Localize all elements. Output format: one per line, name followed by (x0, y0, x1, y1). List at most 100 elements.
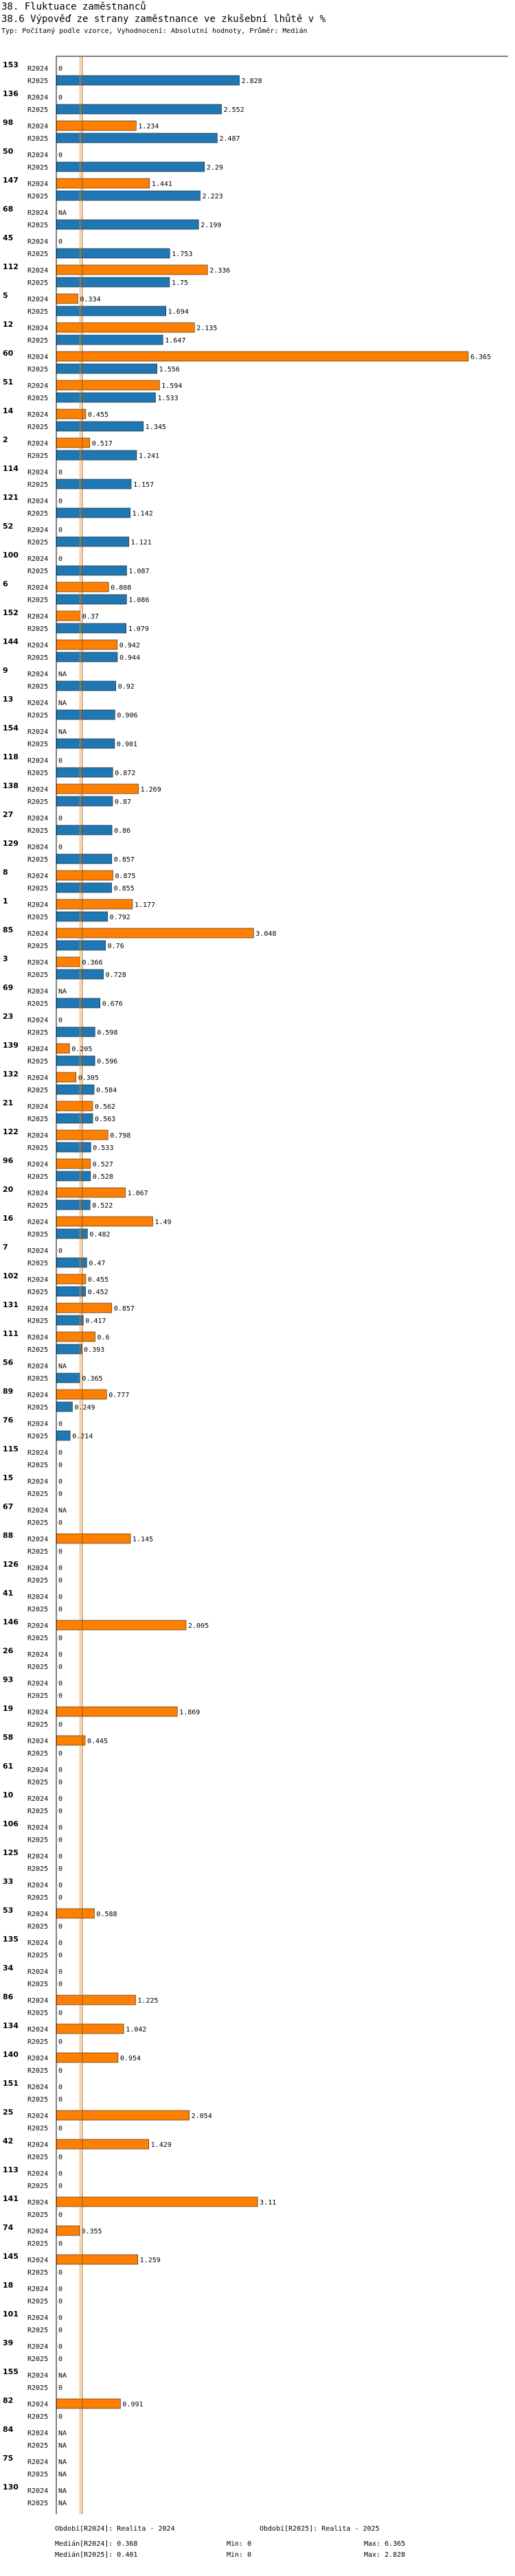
value-label: 0.517 (92, 440, 113, 448)
value-label: NA (58, 700, 67, 707)
bar-r2025 (56, 767, 113, 778)
value-label: 0 (58, 2343, 62, 2351)
period-label: R2025 (27, 1462, 48, 1469)
value-label: 1.269 (141, 786, 161, 794)
value-label: NA (58, 988, 67, 996)
period-label: R2025 (27, 2067, 48, 2075)
bar-r2025 (56, 652, 118, 663)
value-label: NA (58, 2430, 67, 2437)
group-label: 67 (3, 1502, 13, 1511)
period-label: R2024 (27, 1074, 48, 1082)
period-label: R2024 (27, 1247, 48, 1255)
max-r2025: Max: 2.828 (364, 2551, 405, 2559)
group-label: 6 (3, 579, 8, 588)
value-label: 2.552 (224, 106, 244, 114)
period-label: R2024 (27, 238, 48, 246)
period-label: R2025 (27, 366, 48, 373)
bar-r2024 (56, 2196, 258, 2207)
value-label: 0 (58, 1421, 62, 1428)
value-label: 0 (58, 469, 62, 476)
period-label: R2024 (27, 757, 48, 765)
value-label: 0 (58, 1577, 62, 1585)
group-label: 60 (3, 349, 14, 358)
bar-r2025 (56, 248, 170, 259)
period-label: R2024 (27, 469, 48, 476)
period-label: R2024 (27, 1219, 48, 1226)
value-label: 0.355 (81, 2228, 102, 2235)
period-label: R2025 (27, 1750, 48, 1758)
bar-r2024 (56, 409, 87, 419)
period-label: R2024 (27, 440, 48, 448)
min-r2024: Min: 0 (227, 2540, 251, 2548)
value-label: 0.598 (97, 1029, 117, 1037)
value-label: 0.482 (89, 1231, 110, 1239)
period-label: R2024 (27, 1478, 48, 1486)
period-label: R2025 (27, 1721, 48, 1729)
group-label: 122 (3, 1127, 19, 1136)
bar-r2024 (56, 2023, 124, 2034)
value-label: 1.345 (146, 424, 166, 431)
period-label: R2024 (27, 1594, 48, 1601)
group-label: 7 (3, 1243, 8, 1252)
group-label: 5 (3, 291, 8, 300)
bar-r2025 (56, 594, 127, 605)
value-label: 0 (58, 1548, 62, 1556)
period-label: R2024 (27, 296, 48, 303)
value-label: 0 (58, 1606, 62, 1613)
period-label: R2025 (27, 1202, 48, 1210)
value-label: 0.455 (88, 411, 108, 419)
period-label: R2025 (27, 1606, 48, 1613)
bar-r2025 (56, 536, 129, 547)
period-label: R2024 (27, 267, 48, 275)
bar-r2025 (56, 479, 132, 490)
bar-r2025 (56, 75, 240, 86)
group-label: 118 (3, 752, 19, 761)
group-label: 76 (3, 1416, 14, 1425)
group-label: 39 (3, 2338, 13, 2347)
value-label: 0.942 (119, 642, 140, 649)
bar-r2024 (56, 1331, 95, 1342)
value-label: 0 (58, 1462, 62, 1469)
group-label: 144 (3, 637, 19, 646)
value-label: 0.872 (115, 770, 135, 777)
value-label: 1.533 (158, 395, 179, 402)
period-label: R2025 (27, 1519, 48, 1527)
value-label: 0.6 (98, 1334, 110, 1342)
group-label: 85 (3, 925, 13, 934)
bar-r2024 (56, 1101, 93, 1112)
group-label: 14 (3, 406, 14, 415)
value-label: NA (58, 209, 67, 217)
period-label: R2024 (27, 671, 48, 678)
period-label: R2025 (27, 1318, 48, 1325)
chart-info: Typ: Počítaný podle vzorce, Vyhodnocení:… (1, 27, 308, 35)
period-label: R2025 (27, 2038, 48, 2046)
bar-r2024 (56, 1735, 86, 1746)
group-label: 61 (3, 1762, 13, 1771)
group-label: 125 (3, 1848, 19, 1857)
group-label: 139 (3, 1041, 19, 1050)
value-label: 0.562 (95, 1103, 115, 1111)
group-label: 100 (3, 551, 19, 560)
period-label: R2024 (27, 527, 48, 534)
max-r2024: Max: 6.365 (364, 2540, 405, 2548)
period-label: R2025 (27, 2413, 48, 2421)
period-label: R2025 (27, 1865, 48, 1873)
group-label: 153 (3, 60, 19, 69)
value-label: 1.75 (172, 279, 188, 287)
group-label: 146 (3, 1618, 19, 1626)
bar-r2025 (56, 796, 113, 807)
period-label: R2024 (27, 2286, 48, 2293)
period-label: R2024 (27, 642, 48, 649)
value-label: 0 (58, 238, 62, 246)
group-label: 50 (3, 147, 14, 156)
period-label: R2024 (27, 1940, 48, 1947)
period-label: R2024 (27, 1709, 48, 1716)
period-label: R2025 (27, 251, 48, 258)
value-label: 1.225 (137, 1997, 158, 2005)
median-r2025: Medián[R2025]: 0.401 (55, 2551, 137, 2559)
bar-r2024 (56, 2052, 119, 2063)
value-label: 0 (58, 2084, 62, 2091)
period-label: R2025 (27, 481, 48, 489)
bar-r2024 (56, 928, 254, 939)
